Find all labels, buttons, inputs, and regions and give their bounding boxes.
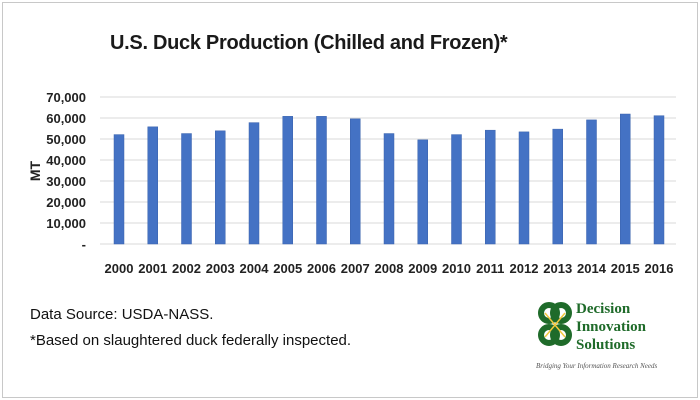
y-axis-label: MT <box>27 160 43 181</box>
x-tick-label: 2001 <box>138 261 167 276</box>
x-tick-label: 2015 <box>611 261 640 276</box>
logo-line3: Solutions <box>576 337 636 353</box>
bar-2008 <box>383 133 395 245</box>
y-tick-label: 10,000 <box>46 216 86 231</box>
company-logo: Decision Innovation Solutions Bridging Y… <box>536 298 686 378</box>
bar-2000 <box>113 134 125 245</box>
x-tick-label: 2016 <box>645 261 674 276</box>
logo-line1: Decision <box>576 301 631 317</box>
bar-2001 <box>147 126 158 245</box>
x-tick-label: 2012 <box>510 261 539 276</box>
logo-text: Decision Innovation Solutions <box>576 300 646 354</box>
bar-2016 <box>653 115 665 245</box>
bar-2005 <box>282 116 293 245</box>
bar-2004 <box>248 122 260 245</box>
x-tick-label: 2008 <box>375 261 404 276</box>
bar-2011 <box>485 129 496 245</box>
bar-2003 <box>215 130 226 245</box>
x-tick-label: 2003 <box>206 261 235 276</box>
y-tick-label: 40,000 <box>46 153 86 168</box>
y-tick-label: 30,000 <box>46 174 86 189</box>
logo-line2: Innovation <box>576 319 647 335</box>
y-tick-label: 50,000 <box>46 132 86 147</box>
data-source-note: Data Source: USDA-NASS. <box>30 306 214 323</box>
x-tick-label: 2013 <box>543 261 572 276</box>
bar-2010 <box>451 134 462 245</box>
x-tick-label: 2011 <box>476 261 504 276</box>
y-tick-label: 70,000 <box>46 90 86 105</box>
x-tick-label: 2002 <box>172 261 201 276</box>
bar-2012 <box>518 131 530 245</box>
x-tick-label: 2005 <box>273 261 302 276</box>
x-tick-label: 2000 <box>105 261 134 276</box>
bar-2009 <box>417 139 428 245</box>
knot-logo-icon <box>538 302 572 346</box>
bar-2006 <box>316 116 327 245</box>
y-tick-label: 60,000 <box>46 111 86 126</box>
bar-2015 <box>620 113 631 245</box>
logo-tagline: Bridging Your Information Research Needs <box>536 362 658 370</box>
x-tick-label: 2007 <box>341 261 370 276</box>
bar-2013 <box>552 128 563 245</box>
x-tick-label: 2006 <box>307 261 336 276</box>
bar-2002 <box>181 133 192 245</box>
bar-2007 <box>350 118 361 245</box>
x-tick-label: 2004 <box>240 261 270 276</box>
x-tick-label: 2014 <box>577 261 607 276</box>
y-tick-label: 20,000 <box>46 195 86 210</box>
bar-2014 <box>586 119 597 245</box>
x-tick-label: 2009 <box>408 261 437 276</box>
footnote: *Based on slaughtered duck federally ins… <box>30 332 352 349</box>
y-tick-label: - <box>82 237 86 252</box>
chart-title: U.S. Duck Production (Chilled and Frozen… <box>110 32 508 54</box>
x-tick-label: 2010 <box>442 261 471 276</box>
